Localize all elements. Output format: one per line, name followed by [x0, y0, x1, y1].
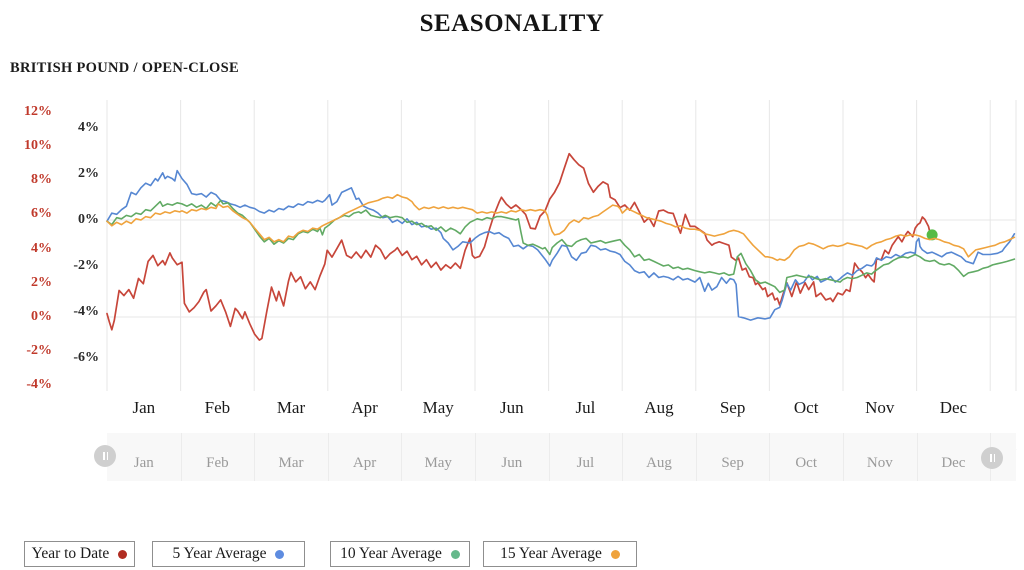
- navigator-month-label: May: [424, 455, 452, 471]
- month-label: Aug: [644, 398, 674, 417]
- legend-item-label: 10 Year Average: [340, 545, 442, 562]
- navigator-month-separator: [916, 433, 918, 481]
- navigator-month-label: Apr: [352, 455, 377, 471]
- handle-grip-icon: [990, 454, 992, 462]
- page-title: SEASONALITY: [419, 10, 605, 37]
- month-label: Jun: [499, 398, 524, 417]
- legend-item-label: 15 Year Average: [500, 545, 602, 562]
- navigator-right-handle[interactable]: [981, 447, 1003, 469]
- month-label: Jul: [575, 398, 596, 417]
- navigator-month-label: Feb: [206, 455, 229, 471]
- series-line-15-year-average: [106, 193, 1016, 262]
- navigator-month-label: Aug: [646, 455, 672, 471]
- handle-grip-icon: [993, 454, 995, 462]
- navigator-month-label: Nov: [866, 455, 893, 471]
- navigator-month-separator: [327, 433, 329, 481]
- navigator-month-separator: [769, 433, 771, 481]
- month-label: Nov: [865, 398, 895, 417]
- ytd-axis-tick: 8%: [31, 172, 52, 188]
- avg-axis-tick: -2%: [73, 258, 99, 273]
- avg-axis-tick: 0%: [78, 212, 99, 227]
- avg-axis-tick: 4%: [78, 120, 99, 135]
- legend-dot-icon: [450, 549, 460, 559]
- navigator-month-separator: [180, 433, 182, 481]
- ytd-axis-tick: 4%: [31, 240, 52, 256]
- ytd-axis-tick: -2%: [26, 343, 52, 359]
- navigator-month-separator: [254, 433, 256, 481]
- month-label: Feb: [204, 398, 231, 417]
- ytd-axis-tick: 12%: [24, 103, 52, 119]
- ytd-axis-tick: -4%: [26, 377, 52, 393]
- navigator-month-label: Oct: [795, 455, 818, 471]
- month-label: Jan: [132, 398, 156, 417]
- handle-grip-icon: [103, 452, 105, 460]
- navigator-month-separator: [401, 433, 403, 481]
- chart-subtitle: BRITISH POUND / OPEN-CLOSE: [10, 60, 239, 76]
- navigator-month-separator: [843, 433, 844, 481]
- navigator-month-separator: [695, 433, 697, 481]
- series-line-10-year-average: [106, 199, 1016, 294]
- ytd-axis-tick: 2%: [31, 274, 52, 290]
- legend-dot-icon: [118, 549, 128, 559]
- legend-dot-icon: [275, 549, 285, 559]
- navigator-month-label: Jan: [133, 455, 154, 471]
- month-label: May: [422, 398, 454, 417]
- month-label: Dec: [939, 398, 968, 417]
- month-label: Oct: [793, 398, 819, 417]
- navigator-month-separator: [548, 433, 550, 481]
- ytd-axis-tick: 0%: [31, 309, 52, 324]
- navigator-left-handle[interactable]: [94, 445, 116, 467]
- navigator-month-label: Mar: [278, 455, 304, 471]
- legend-dot-icon: [610, 549, 620, 559]
- ytd-axis-tick: 6%: [31, 206, 52, 222]
- legend-item-label: 5 Year Average: [172, 545, 267, 562]
- month-label: Sep: [719, 398, 746, 417]
- handle-grip-icon: [106, 452, 108, 460]
- navigator-month-label: Jul: [576, 455, 595, 471]
- ytd-axis-tick: 10%: [24, 138, 52, 153]
- month-label: Mar: [276, 398, 306, 417]
- navigator-track[interactable]: [107, 433, 1016, 481]
- avg-axis-tick: -4%: [73, 304, 99, 319]
- navigator-month-label: Jun: [501, 455, 523, 471]
- navigator-month-label: Sep: [721, 455, 744, 471]
- legend-item-5-year-average[interactable]: 5 Year Average: [152, 541, 305, 567]
- legend-item-label: Year to Date: [31, 545, 110, 562]
- navigator-month-separator: [622, 433, 624, 481]
- navigator-month-label: Dec: [941, 455, 966, 471]
- series-line-5-year-average: [106, 169, 1016, 321]
- legend-item-year-to-date[interactable]: Year to Date: [24, 541, 135, 567]
- month-label: Apr: [351, 398, 378, 417]
- avg-axis-tick: -6%: [73, 350, 99, 365]
- legend-item-10-year-average[interactable]: 10 Year Average: [330, 541, 470, 567]
- legend-item-15-year-average[interactable]: 15 Year Average: [483, 541, 637, 567]
- avg-axis-tick: 2%: [78, 166, 99, 181]
- navigator-month-separator: [475, 433, 476, 481]
